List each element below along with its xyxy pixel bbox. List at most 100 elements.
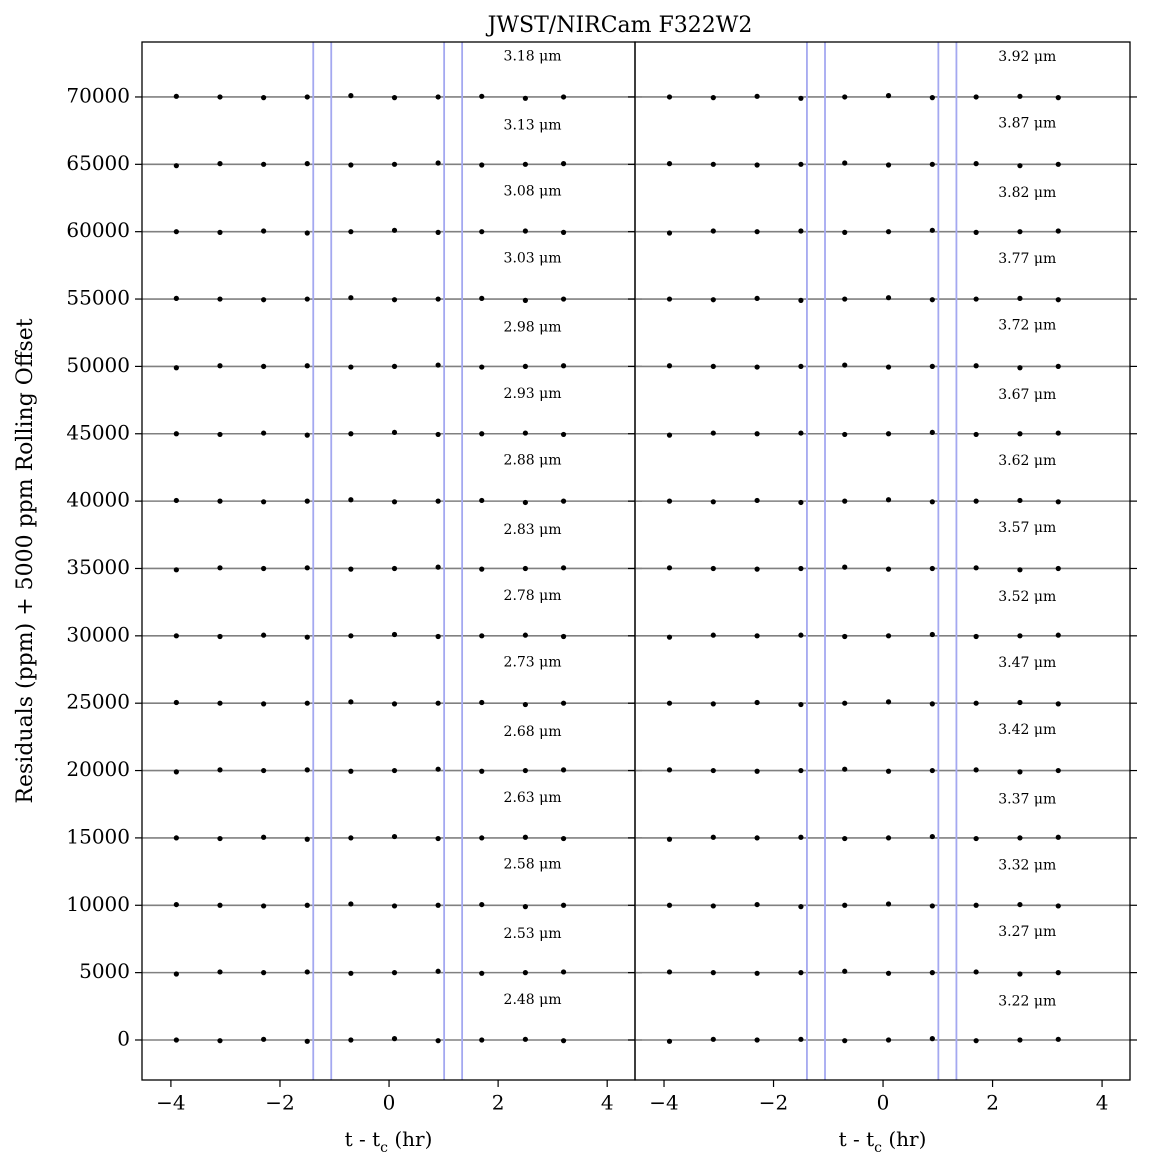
binned-point — [1055, 430, 1061, 436]
binned-point — [173, 365, 179, 371]
binned-point — [666, 767, 673, 773]
binned-point — [1055, 161, 1061, 167]
binned-point — [1055, 970, 1061, 976]
binned-point — [560, 1038, 567, 1044]
binned-point — [173, 93, 179, 99]
binned-point — [1017, 971, 1023, 977]
binned-point — [348, 901, 354, 907]
binned-point — [479, 93, 485, 99]
binned-point — [929, 95, 935, 101]
binned-point — [929, 297, 935, 303]
wavelength-label: 3.37 μm — [998, 791, 1056, 807]
binned-point — [929, 970, 935, 976]
wavelength-label: 3.08 μm — [504, 184, 562, 200]
binned-point — [391, 429, 398, 436]
y-tick-label: 10000 — [66, 892, 130, 916]
binned-point — [261, 95, 267, 101]
binned-point — [1017, 567, 1023, 573]
binned-point — [842, 229, 848, 235]
plot-frame — [634, 41, 1131, 1081]
binned-point — [973, 296, 979, 302]
y-tick-label: 60000 — [66, 218, 130, 242]
binned-point — [391, 1036, 398, 1042]
binned-point — [710, 228, 716, 234]
binned-point — [666, 565, 673, 571]
binned-point — [304, 565, 310, 571]
binned-point — [479, 162, 485, 168]
y-tick-label: 25000 — [66, 690, 130, 714]
y-tick-label: 40000 — [66, 488, 130, 512]
binned-point — [973, 229, 979, 235]
binned-point — [842, 835, 848, 842]
x-axis-label-part: t - t — [839, 1127, 875, 1151]
binned-point — [261, 565, 267, 572]
binned-point — [173, 633, 179, 639]
binned-point — [435, 431, 441, 438]
binned-point — [1055, 701, 1061, 707]
binned-point — [798, 297, 804, 303]
binned-point — [435, 229, 441, 235]
wavelength-label: 3.87 μm — [998, 116, 1056, 132]
binned-point — [217, 902, 223, 908]
binned-point — [798, 95, 804, 101]
binned-point — [435, 160, 441, 166]
binned-point — [666, 94, 673, 100]
binned-point — [522, 565, 528, 572]
binned-point — [798, 1036, 804, 1042]
chart-title: JWST/NIRCam F322W2 — [486, 13, 753, 38]
binned-point — [479, 229, 485, 235]
binned-point — [754, 93, 760, 99]
binned-point — [522, 701, 528, 708]
binned-point — [173, 497, 179, 504]
binned-point — [391, 227, 398, 233]
binned-point — [304, 1038, 310, 1044]
wavelength-label: 3.47 μm — [998, 655, 1056, 671]
wavelength-label: 2.68 μm — [504, 724, 562, 740]
binned-point — [435, 700, 441, 706]
binned-point — [435, 633, 441, 640]
binned-point — [666, 634, 673, 640]
binned-point — [842, 564, 848, 570]
binned-point — [710, 161, 716, 167]
wavelength-label: 2.48 μm — [504, 992, 562, 1008]
binned-point — [666, 1038, 673, 1044]
binned-point — [560, 902, 567, 908]
binned-point — [435, 968, 441, 974]
binned-point — [348, 162, 354, 168]
binned-point — [929, 161, 935, 167]
binned-point — [391, 970, 398, 976]
wavelength-label: 2.58 μm — [504, 857, 562, 873]
binned-point — [173, 901, 179, 908]
binned-point — [304, 363, 310, 369]
binned-point — [560, 700, 567, 706]
binned-point — [842, 700, 848, 706]
binned-point — [929, 903, 935, 909]
binned-point — [522, 430, 528, 436]
binned-point — [391, 363, 398, 370]
wavelength-label: 3.13 μm — [504, 118, 562, 134]
binned-point — [261, 1036, 267, 1042]
binned-point — [217, 229, 223, 235]
y-tick-label: 70000 — [66, 83, 130, 107]
binned-point — [348, 497, 354, 503]
x-tick-label: −2 — [759, 1091, 788, 1115]
binned-point — [435, 498, 441, 504]
binned-point — [1017, 93, 1023, 99]
wavelength-label: 3.67 μm — [998, 387, 1056, 403]
binned-point — [173, 1037, 179, 1043]
binned-point — [973, 700, 979, 706]
binned-point — [217, 498, 223, 504]
binned-point — [710, 632, 716, 638]
wavelength-label: 2.83 μm — [504, 522, 562, 538]
wavelength-label: 3.77 μm — [998, 251, 1056, 267]
binned-point — [885, 162, 892, 168]
y-tick-label: 5000 — [79, 959, 130, 983]
binned-point — [885, 566, 892, 572]
binned-point — [1017, 633, 1023, 639]
binned-point — [261, 161, 267, 167]
binned-point — [666, 836, 673, 842]
binned-point — [754, 768, 760, 774]
binned-point — [1017, 365, 1023, 371]
binned-point — [348, 364, 354, 370]
binned-point — [710, 970, 716, 976]
